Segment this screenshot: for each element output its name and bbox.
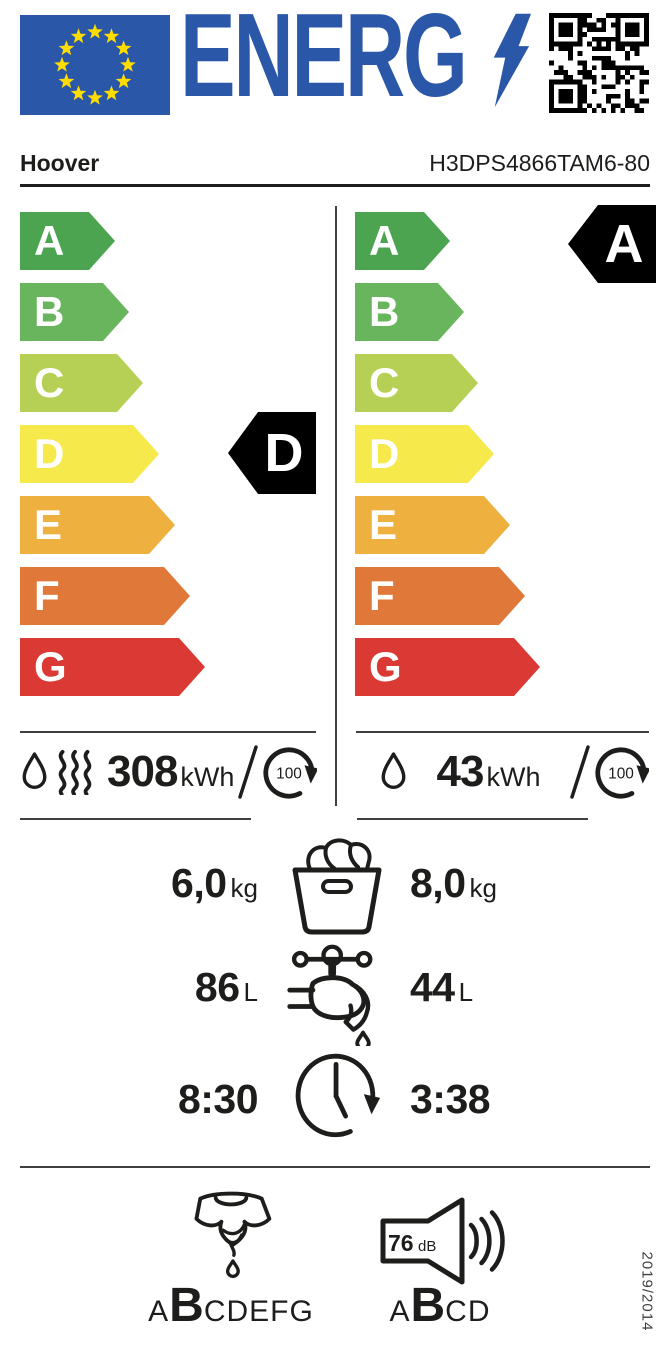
grade-arrow-b: B <box>355 283 464 341</box>
eu-stars-icon <box>54 23 136 105</box>
grade-letter: F <box>369 572 395 619</box>
spin-class-suffix: CDEFG <box>203 1295 314 1328</box>
qr-code <box>549 13 649 113</box>
grade-arrow-f: F <box>355 567 525 625</box>
tap-icon <box>287 944 373 1046</box>
grade-letter: F <box>34 572 60 619</box>
water-number: 44 <box>410 964 455 1010</box>
grade-letter: E <box>34 501 63 548</box>
water-value-left: 86 L <box>20 964 258 1011</box>
regulation-reference: 2019/2014 <box>638 1251 656 1332</box>
heat-waves-icon <box>58 749 92 795</box>
noise-class-letters: A B CD <box>355 1278 525 1333</box>
noise-level: 76 <box>388 1230 414 1256</box>
cycles-count: 100 <box>276 766 302 783</box>
spin-class-prefix: A <box>148 1295 170 1328</box>
grade-letter: G <box>34 643 67 690</box>
duration-number: 8:30 <box>177 1076 259 1122</box>
grade-letter: E <box>369 501 398 548</box>
energy-row-complete: 308 kWh 100 <box>20 740 317 804</box>
duration-value-left: 8:30 <box>20 1076 259 1123</box>
noise-class-suffix: CD <box>445 1295 491 1328</box>
laundry-basket-icon <box>292 838 382 935</box>
grade-arrow-c: C <box>355 354 478 412</box>
grade-arrow-e: E <box>355 496 510 554</box>
clock-icon <box>295 1053 381 1138</box>
spin-class-letters: A B CDEFG <box>131 1278 331 1333</box>
energy-value-group: 308 kWh <box>107 747 234 797</box>
kwh-separator-right <box>356 731 649 733</box>
cycles-circle-icon: 100 <box>263 747 317 799</box>
water-unit: L <box>458 977 474 1007</box>
capacity-value-left: 6,0 kg <box>20 860 258 907</box>
grade-arrow-f: F <box>20 567 190 625</box>
energy-unit: kWh <box>180 762 235 792</box>
energy-unit: kWh <box>486 762 541 792</box>
rating-letter: A <box>604 214 644 274</box>
grade-arrow-e: E <box>20 496 175 554</box>
capacity-number: 6,0 <box>171 860 227 906</box>
grade-letter: G <box>369 643 402 690</box>
cycles-count: 100 <box>608 766 634 783</box>
rating-indicator-wash: A <box>568 205 656 283</box>
grade-arrow-a: A <box>20 212 115 270</box>
slash-icon <box>238 745 258 799</box>
grade-arrow-a: A <box>355 212 450 270</box>
grade-arrow-c: C <box>20 354 143 412</box>
water-unit: L <box>243 977 258 1007</box>
water-drop-icon <box>381 752 406 789</box>
grade-arrow-g: G <box>355 638 540 696</box>
water-number: 86 <box>194 964 240 1010</box>
capacity-value-right: 8,0 kg <box>410 860 648 907</box>
kwh-separator-left <box>20 731 316 733</box>
kwh-underline-left <box>20 818 251 820</box>
bottom-divider <box>20 1166 650 1168</box>
grade-letter: C <box>34 359 65 406</box>
water-drop-icon <box>22 752 47 789</box>
noise-class-value: B <box>410 1279 446 1332</box>
kwh-underline-right <box>357 818 588 820</box>
energy-row-wash: 43 kWh 100 <box>355 740 649 804</box>
grade-letter: B <box>34 288 65 335</box>
energy-logo-text: ENERG <box>180 0 468 122</box>
capacity-unit: kg <box>469 873 497 903</box>
grade-letter: A <box>369 217 400 264</box>
cycles-circle-icon: 100 <box>595 747 649 799</box>
grade-arrow-d: D <box>20 425 159 483</box>
capacity-unit: kg <box>230 873 258 903</box>
grade-arrow-g: G <box>20 638 205 696</box>
rating-indicator-complete: D <box>228 412 316 494</box>
grade-arrow-d: D <box>355 425 494 483</box>
grade-letter: B <box>369 288 400 335</box>
scale-divider <box>335 206 337 806</box>
water-value-right: 44 L <box>410 964 648 1011</box>
energy-value: 308 <box>107 747 178 796</box>
duration-value-right: 3:38 <box>410 1076 648 1123</box>
grade-letter: A <box>34 217 65 264</box>
lightning-bolt-icon <box>493 13 531 108</box>
speaker-icon: 76 dB <box>380 1197 505 1285</box>
energy-value: 43 <box>436 747 485 796</box>
duration-number: 3:38 <box>410 1076 491 1122</box>
slash-icon <box>570 745 590 799</box>
spin-class-value: B <box>169 1279 204 1332</box>
grade-letter: D <box>34 430 65 477</box>
grade-letter: C <box>369 359 400 406</box>
header-divider <box>20 184 650 187</box>
noise-class-prefix: A <box>389 1295 411 1328</box>
energy-logo: ENERG <box>180 0 588 116</box>
model-number: H3DPS4866TAM6-80 <box>429 150 650 176</box>
noise-unit: dB <box>418 1238 436 1255</box>
wrung-shirt-icon <box>194 1191 272 1278</box>
brand-name: Hoover <box>20 150 100 176</box>
grade-letter: D <box>369 430 400 477</box>
rating-letter: D <box>264 423 304 483</box>
capacity-number: 8,0 <box>410 860 466 906</box>
eu-flag <box>20 15 170 115</box>
grade-arrow-b: B <box>20 283 129 341</box>
energy-value-group: 43 kWh <box>437 747 541 797</box>
